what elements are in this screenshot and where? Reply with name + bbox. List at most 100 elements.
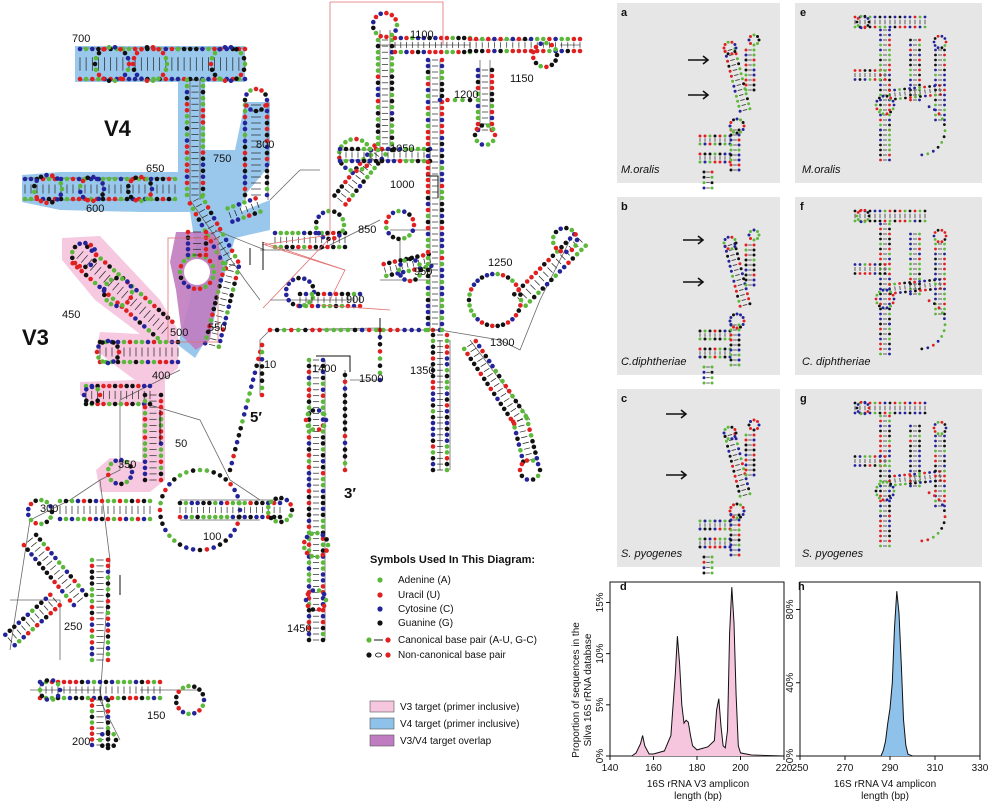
- legend-cytosine: Cytosine (C): [398, 604, 454, 615]
- x-tick-label: 220: [776, 763, 793, 774]
- position-label: 350: [118, 459, 136, 471]
- position-label: 550: [208, 322, 226, 334]
- panel-a-background: [617, 3, 780, 183]
- zoom-line-bottom: [262, 237, 331, 309]
- panel-c-structure: [698, 418, 761, 575]
- distribution-area: [610, 587, 784, 756]
- legend-v3-target: V3 target (primer inclusive): [400, 702, 519, 713]
- chart-h-xlabel-line1: 16S rRNA V4 amplicon: [834, 779, 936, 790]
- position-label: 1050: [390, 143, 414, 155]
- noncanonical-pair-swatch: [366, 652, 391, 658]
- plot-frame: [609, 581, 785, 757]
- position-label: 950: [414, 266, 432, 278]
- chart-h-letter: h: [798, 581, 805, 593]
- distribution-line: [610, 587, 785, 757]
- y-tick-label: 80%: [785, 599, 796, 619]
- position-label: 800: [256, 139, 274, 151]
- y-tick-label: 15%: [595, 592, 606, 612]
- chart-h-xlabel-line2: length (bp): [861, 791, 909, 802]
- legend-v4-target: V4 target (primer inclusive): [400, 719, 519, 730]
- guanine-swatch: [377, 620, 383, 626]
- legend: Symbols Used In This Diagram: Adenine (A…: [366, 554, 537, 747]
- position-label: 1400: [312, 363, 336, 375]
- panel-g: g S. pyogenes: [795, 389, 982, 567]
- position-label: 650: [146, 163, 164, 175]
- panel-b-arrow-2: [683, 277, 705, 287]
- x-tick-label: 180: [689, 763, 706, 774]
- panel-g-letter: g: [800, 393, 807, 405]
- panel-f: f C. diphtheriae: [795, 197, 982, 375]
- position-label: 700: [72, 33, 90, 45]
- panel-e: e M.oralis: [795, 3, 982, 183]
- chart-d-ylabel-line1: Proportion of sequences in the: [571, 622, 582, 758]
- panel-a-species: M.oralis: [621, 164, 660, 176]
- y-tick-label: 0%: [785, 749, 796, 764]
- y-tick-label: 10%: [595, 644, 606, 664]
- position-label: 1350: [410, 365, 434, 377]
- x-tick-label: 200: [732, 763, 749, 774]
- position-label: 250: [64, 621, 82, 633]
- panel-e-species: M.oralis: [802, 164, 841, 176]
- panel-b-letter: b: [621, 201, 628, 213]
- position-label: 900: [346, 294, 364, 306]
- panel-b: b C.diphtheriae: [617, 197, 780, 385]
- canonical-pair-swatch: [366, 637, 391, 643]
- position-label: 10: [264, 359, 276, 371]
- position-label: 1000: [390, 179, 414, 191]
- panel-c-arrow-1: [666, 409, 688, 419]
- panel-a-letter: a: [621, 7, 628, 19]
- panel-a: a M.oralis: [617, 3, 780, 190]
- x-tick-label: 250: [792, 763, 809, 774]
- position-label: 1450: [287, 623, 311, 635]
- five-prime-label: 5′: [250, 409, 262, 426]
- panel-c-arrow-2: [666, 470, 688, 480]
- panel-a-arrow-2: [688, 90, 710, 100]
- position-label: 1300: [490, 337, 514, 349]
- chart-d-xlabel-line2: length (bp): [674, 791, 722, 802]
- panel-f-species: C. diphtheriae: [802, 356, 871, 368]
- panel-g-structure: [853, 400, 948, 548]
- panel-c: c S. pyogenes: [617, 389, 780, 575]
- x-tick-label: 160: [645, 763, 662, 774]
- panel-b-structure: [698, 228, 761, 385]
- legend-title: Symbols Used In This Diagram:: [370, 554, 535, 566]
- cytosine-swatch: [377, 606, 383, 612]
- position-label: 1100: [410, 29, 434, 41]
- panel-b-arrow-1: [683, 235, 705, 245]
- legend-noncanonical-pair: Non-canonical base pair: [398, 650, 507, 661]
- position-label: 600: [86, 203, 104, 215]
- y-tick-label: 5%: [595, 697, 606, 712]
- panel-e-letter: e: [800, 7, 806, 19]
- position-label: 450: [62, 309, 80, 321]
- x-tick-label: 310: [927, 763, 944, 774]
- zoom-guides: [167, 1, 444, 343]
- x-tick-label: 140: [602, 763, 619, 774]
- overlap-loop-hole: [184, 259, 210, 285]
- three-prime-label: 3′: [344, 485, 356, 502]
- position-label: 300: [40, 503, 58, 515]
- legend-adenine: Adenine (A): [398, 575, 451, 586]
- chart-d-xlabel-line1: 16S rRNA V3 amplicon: [647, 779, 749, 790]
- position-label: 1150: [510, 73, 534, 85]
- panel-f-letter: f: [800, 201, 804, 213]
- position-label: 500: [170, 327, 188, 339]
- legend-overlap: V3/V4 target overlap: [400, 736, 492, 747]
- v4-label: V4: [104, 116, 132, 141]
- legend-uracil: Uracil (U): [398, 590, 440, 601]
- position-label: 750: [213, 153, 231, 165]
- chart-h: h 250 270 290 310 330 0% 40% 80% 16S rRNA V4 am…: [785, 581, 989, 802]
- panel-c-background: [617, 389, 780, 567]
- chart-h-plot: 250 270 290 310 330 0% 40% 80%: [785, 581, 989, 774]
- panel-g-species: S. pyogenes: [802, 548, 864, 560]
- panel-c-species: S. pyogenes: [621, 548, 683, 560]
- panel-e-structure: [853, 14, 948, 162]
- panel-a-arrow-1: [688, 55, 710, 65]
- y-tick-label: 0%: [595, 749, 606, 764]
- position-label: 1250: [488, 257, 512, 269]
- x-tick-label: 290: [882, 763, 899, 774]
- uracil-swatch: [377, 592, 383, 598]
- nucleotide-dots: [3, 10, 588, 751]
- distribution-line: [800, 591, 980, 757]
